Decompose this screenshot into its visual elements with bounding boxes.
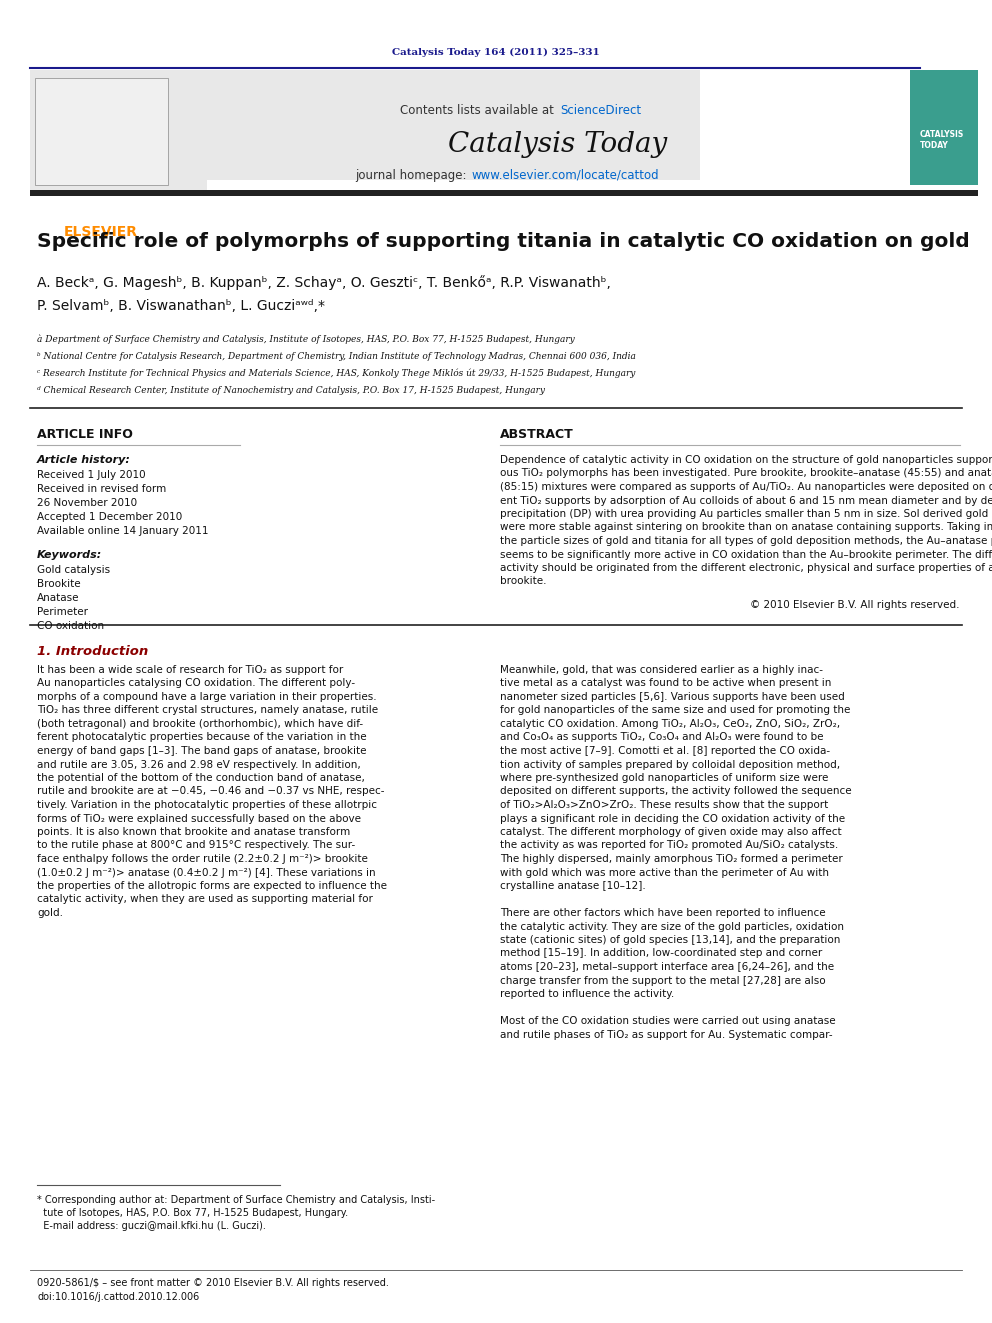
Text: where pre-synthesized gold nanoparticles of uniform size were: where pre-synthesized gold nanoparticles… bbox=[500, 773, 828, 783]
FancyBboxPatch shape bbox=[35, 78, 168, 185]
Text: the most active [7–9]. Comotti et al. [8] reported the CO oxida-: the most active [7–9]. Comotti et al. [8… bbox=[500, 746, 830, 755]
Text: to the rutile phase at 800°C and 915°C respectively. The sur-: to the rutile phase at 800°C and 915°C r… bbox=[37, 840, 355, 851]
Text: © 2010 Elsevier B.V. All rights reserved.: © 2010 Elsevier B.V. All rights reserved… bbox=[751, 601, 960, 610]
Text: 1. Introduction: 1. Introduction bbox=[37, 646, 148, 658]
Text: Specific role of polymorphs of supporting titania in catalytic CO oxidation on g: Specific role of polymorphs of supportin… bbox=[37, 232, 970, 251]
Text: www.elsevier.com/locate/cattod: www.elsevier.com/locate/cattod bbox=[472, 168, 660, 181]
Text: ent TiO₂ supports by adsorption of Au colloids of about 6 and 15 nm mean diamete: ent TiO₂ supports by adsorption of Au co… bbox=[500, 496, 992, 505]
Text: catalytic activity, when they are used as supporting material for: catalytic activity, when they are used a… bbox=[37, 894, 373, 905]
Text: Dependence of catalytic activity in CO oxidation on the structure of gold nanopa: Dependence of catalytic activity in CO o… bbox=[500, 455, 992, 464]
Text: Keywords:: Keywords: bbox=[37, 550, 102, 560]
Text: points. It is also known that brookite and anatase transform: points. It is also known that brookite a… bbox=[37, 827, 350, 837]
Text: 0920-5861/$ – see front matter © 2010 Elsevier B.V. All rights reserved.: 0920-5861/$ – see front matter © 2010 El… bbox=[37, 1278, 389, 1289]
Text: Contents lists available at: Contents lists available at bbox=[401, 103, 558, 116]
Text: CATALYSIS
TODAY: CATALYSIS TODAY bbox=[920, 130, 964, 149]
Text: the properties of the allotropic forms are expected to influence the: the properties of the allotropic forms a… bbox=[37, 881, 387, 890]
Text: Meanwhile, gold, that was considered earlier as a highly inac-: Meanwhile, gold, that was considered ear… bbox=[500, 665, 823, 675]
Text: (both tetragonal) and brookite (orthorhombic), which have dif-: (both tetragonal) and brookite (orthorho… bbox=[37, 718, 363, 729]
Text: with gold which was more active than the perimeter of Au with: with gold which was more active than the… bbox=[500, 868, 829, 877]
Text: ELSEVIER: ELSEVIER bbox=[64, 225, 138, 239]
Text: There are other factors which have been reported to influence: There are other factors which have been … bbox=[500, 908, 825, 918]
Text: (85:15) mixtures were compared as supports of Au/TiO₂. Au nanoparticles were dep: (85:15) mixtures were compared as suppor… bbox=[500, 482, 992, 492]
Text: * Corresponding author at: Department of Surface Chemistry and Catalysis, Insti-: * Corresponding author at: Department of… bbox=[37, 1195, 435, 1205]
Text: activity should be originated from the different electronic, physical and surfac: activity should be originated from the d… bbox=[500, 564, 992, 573]
FancyBboxPatch shape bbox=[30, 70, 207, 194]
Text: doi:10.1016/j.cattod.2010.12.006: doi:10.1016/j.cattod.2010.12.006 bbox=[37, 1293, 199, 1302]
Text: catalyst. The different morphology of given oxide may also affect: catalyst. The different morphology of gi… bbox=[500, 827, 841, 837]
Text: forms of TiO₂ were explained successfully based on the above: forms of TiO₂ were explained successfull… bbox=[37, 814, 361, 823]
Text: morphs of a compound have a large variation in their properties.: morphs of a compound have a large variat… bbox=[37, 692, 377, 703]
Text: gold.: gold. bbox=[37, 908, 63, 918]
Text: Anatase: Anatase bbox=[37, 593, 79, 603]
FancyBboxPatch shape bbox=[910, 70, 978, 185]
Text: Brookite: Brookite bbox=[37, 579, 80, 589]
Text: Catalysis Today: Catalysis Today bbox=[448, 131, 668, 159]
Text: ARTICLE INFO: ARTICLE INFO bbox=[37, 429, 133, 441]
Text: crystalline anatase [10–12].: crystalline anatase [10–12]. bbox=[500, 881, 646, 890]
Text: Most of the CO oxidation studies were carried out using anatase: Most of the CO oxidation studies were ca… bbox=[500, 1016, 835, 1027]
Text: tion activity of samples prepared by colloidal deposition method,: tion activity of samples prepared by col… bbox=[500, 759, 840, 770]
Text: ᵈ Chemical Research Center, Institute of Nanochemistry and Catalysis, P.O. Box 1: ᵈ Chemical Research Center, Institute of… bbox=[37, 386, 545, 396]
Text: journal homepage:: journal homepage: bbox=[355, 168, 470, 181]
Text: and rutile are 3.05, 3.26 and 2.98 eV respectively. In addition,: and rutile are 3.05, 3.26 and 2.98 eV re… bbox=[37, 759, 361, 770]
Text: tute of Isotopes, HAS, P.O. Box 77, H-1525 Budapest, Hungary.: tute of Isotopes, HAS, P.O. Box 77, H-15… bbox=[37, 1208, 348, 1218]
Text: It has been a wide scale of research for TiO₂ as support for: It has been a wide scale of research for… bbox=[37, 665, 343, 675]
Text: Catalysis Today 164 (2011) 325–331: Catalysis Today 164 (2011) 325–331 bbox=[392, 48, 600, 57]
Text: reported to influence the activity.: reported to influence the activity. bbox=[500, 990, 675, 999]
FancyBboxPatch shape bbox=[30, 191, 978, 196]
FancyBboxPatch shape bbox=[207, 70, 700, 180]
Text: plays a significant role in deciding the CO oxidation activity of the: plays a significant role in deciding the… bbox=[500, 814, 845, 823]
Text: The highly dispersed, mainly amorphous TiO₂ formed a perimeter: The highly dispersed, mainly amorphous T… bbox=[500, 855, 843, 864]
Text: E-mail address: guczi@mail.kfki.hu (L. Guczi).: E-mail address: guczi@mail.kfki.hu (L. G… bbox=[37, 1221, 266, 1230]
Text: ABSTRACT: ABSTRACT bbox=[500, 429, 573, 441]
Text: atoms [20–23], metal–support interface area [6,24–26], and the: atoms [20–23], metal–support interface a… bbox=[500, 962, 834, 972]
Text: tive metal as a catalyst was found to be active when present in: tive metal as a catalyst was found to be… bbox=[500, 679, 831, 688]
Text: Au nanoparticles catalysing CO oxidation. The different poly-: Au nanoparticles catalysing CO oxidation… bbox=[37, 679, 355, 688]
Text: seems to be significantly more active in CO oxidation than the Au–brookite perim: seems to be significantly more active in… bbox=[500, 549, 992, 560]
Text: ferent photocatalytic properties because of the variation in the: ferent photocatalytic properties because… bbox=[37, 733, 367, 742]
Text: the particle sizes of gold and titania for all types of gold deposition methods,: the particle sizes of gold and titania f… bbox=[500, 536, 992, 546]
Text: face enthalpy follows the order rutile (2.2±0.2 J m⁻²)> brookite: face enthalpy follows the order rutile (… bbox=[37, 855, 368, 864]
Text: the catalytic activity. They are size of the gold particles, oxidation: the catalytic activity. They are size of… bbox=[500, 922, 844, 931]
Text: and Co₃O₄ as supports TiO₂, Co₃O₄ and Al₂O₃ were found to be: and Co₃O₄ as supports TiO₂, Co₃O₄ and Al… bbox=[500, 733, 823, 742]
Text: catalytic CO oxidation. Among TiO₂, Al₂O₃, CeO₂, ZnO, SiO₂, ZrO₂,: catalytic CO oxidation. Among TiO₂, Al₂O… bbox=[500, 718, 840, 729]
Text: state (cationic sites) of gold species [13,14], and the preparation: state (cationic sites) of gold species [… bbox=[500, 935, 840, 945]
Text: ᵇ National Centre for Catalysis Research, Department of Chemistry, Indian Instit: ᵇ National Centre for Catalysis Research… bbox=[37, 352, 636, 361]
Text: energy of band gaps [1–3]. The band gaps of anatase, brookite: energy of band gaps [1–3]. The band gaps… bbox=[37, 746, 366, 755]
Text: Received in revised form: Received in revised form bbox=[37, 484, 167, 493]
Text: brookite.: brookite. bbox=[500, 577, 547, 586]
Text: Accepted 1 December 2010: Accepted 1 December 2010 bbox=[37, 512, 183, 523]
Text: Received 1 July 2010: Received 1 July 2010 bbox=[37, 470, 146, 480]
Text: were more stable against sintering on brookite than on anatase containing suppor: were more stable against sintering on br… bbox=[500, 523, 992, 532]
Text: of TiO₂>Al₂O₃>ZnO>ZrO₂. These results show that the support: of TiO₂>Al₂O₃>ZnO>ZrO₂. These results sh… bbox=[500, 800, 828, 810]
Text: the activity as was reported for TiO₂ promoted Au/SiO₂ catalysts.: the activity as was reported for TiO₂ pr… bbox=[500, 840, 838, 851]
Text: the potential of the bottom of the conduction band of anatase,: the potential of the bottom of the condu… bbox=[37, 773, 365, 783]
Text: ᶜ Research Institute for Technical Physics and Materials Science, HAS, Konkoly T: ᶜ Research Institute for Technical Physi… bbox=[37, 369, 635, 378]
Text: nanometer sized particles [5,6]. Various supports have been used: nanometer sized particles [5,6]. Various… bbox=[500, 692, 845, 703]
Text: A. Beckᵃ, G. Mageshᵇ, B. Kuppanᵇ, Z. Schayᵃ, O. Gesztiᶜ, T. Benkőᵃ, R.P. Viswana: A. Beckᵃ, G. Mageshᵇ, B. Kuppanᵇ, Z. Sch… bbox=[37, 275, 611, 312]
Text: CO oxidation: CO oxidation bbox=[37, 620, 104, 631]
Text: method [15–19]. In addition, low-coordinated step and corner: method [15–19]. In addition, low-coordin… bbox=[500, 949, 822, 958]
Text: ous TiO₂ polymorphs has been investigated. Pure brookite, brookite–anatase (45:5: ous TiO₂ polymorphs has been investigate… bbox=[500, 468, 992, 479]
Text: Article history:: Article history: bbox=[37, 455, 131, 464]
Text: Perimeter: Perimeter bbox=[37, 607, 88, 617]
Text: (1.0±0.2 J m⁻²)> anatase (0.4±0.2 J m⁻²) [4]. These variations in: (1.0±0.2 J m⁻²)> anatase (0.4±0.2 J m⁻²)… bbox=[37, 868, 376, 877]
Text: charge transfer from the support to the metal [27,28] are also: charge transfer from the support to the … bbox=[500, 975, 825, 986]
Text: Gold catalysis: Gold catalysis bbox=[37, 565, 110, 576]
Text: Available online 14 January 2011: Available online 14 January 2011 bbox=[37, 527, 208, 536]
Text: precipitation (DP) with urea providing Au particles smaller than 5 nm in size. S: precipitation (DP) with urea providing A… bbox=[500, 509, 992, 519]
Text: à Department of Surface Chemistry and Catalysis, Institute of Isotopes, HAS, P.O: à Department of Surface Chemistry and Ca… bbox=[37, 335, 574, 344]
Text: 26 November 2010: 26 November 2010 bbox=[37, 497, 137, 508]
Text: ScienceDirect: ScienceDirect bbox=[560, 103, 641, 116]
Text: for gold nanoparticles of the same size and used for promoting the: for gold nanoparticles of the same size … bbox=[500, 705, 850, 716]
Text: deposited on different supports, the activity followed the sequence: deposited on different supports, the act… bbox=[500, 786, 851, 796]
Text: and rutile phases of TiO₂ as support for Au. Systematic compar-: and rutile phases of TiO₂ as support for… bbox=[500, 1029, 832, 1040]
Text: tively. Variation in the photocatalytic properties of these allotrpic: tively. Variation in the photocatalytic … bbox=[37, 800, 377, 810]
Text: rutile and brookite are at −0.45, −0.46 and −0.37 vs NHE, respec-: rutile and brookite are at −0.45, −0.46 … bbox=[37, 786, 385, 796]
Text: TiO₂ has three different crystal structures, namely anatase, rutile: TiO₂ has three different crystal structu… bbox=[37, 705, 378, 716]
